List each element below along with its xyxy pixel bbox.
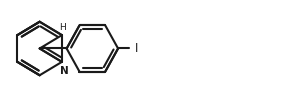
Text: H: H [60, 23, 66, 32]
Text: N: N [60, 66, 68, 76]
Text: I: I [135, 42, 138, 55]
